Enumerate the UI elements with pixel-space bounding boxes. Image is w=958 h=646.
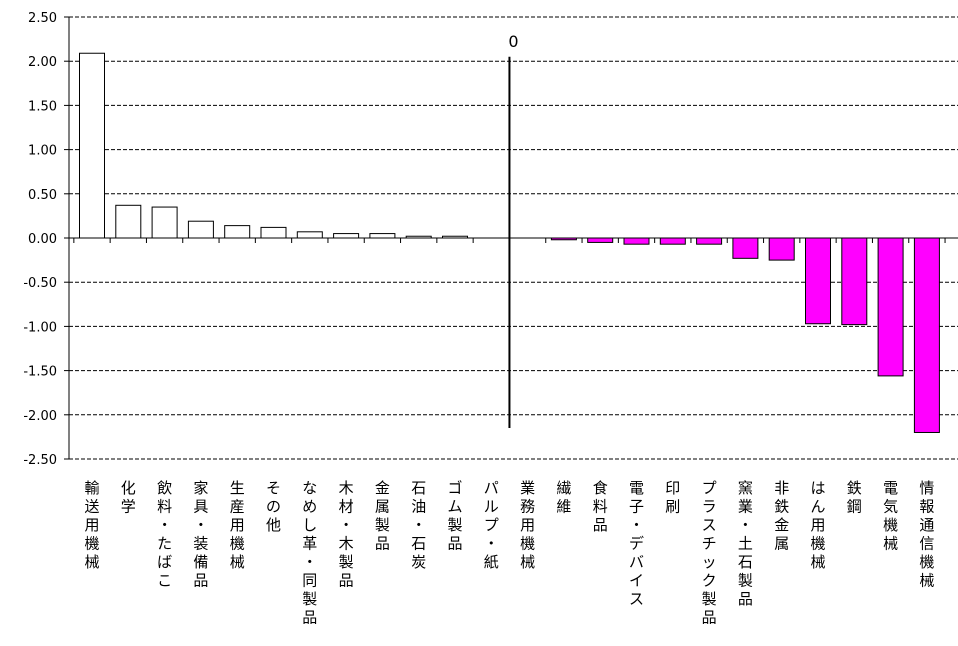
bar-20 <box>768 237 795 261</box>
zero-marker-label: 0 <box>508 32 518 51</box>
category-label-23: 電気機械 <box>883 479 898 553</box>
bar-9 <box>369 233 396 239</box>
y-tick-labels: 2.50 2.00 1.50 1.00 0.50 0.00 -0.50 -1.00 -1.50 -… <box>23 11 57 468</box>
y-tick-label: -1.50 <box>23 365 57 380</box>
bar-15 <box>587 237 614 243</box>
y-tick-label: 0.00 <box>28 232 57 247</box>
category-label-4: 家具・装備品 <box>193 479 208 590</box>
y-tick-label: 2.00 <box>28 55 57 70</box>
y-tick-label: -0.50 <box>23 276 57 291</box>
category-label-21: はん用機械 <box>810 479 825 571</box>
category-label-20: 非鉄金属 <box>774 479 789 553</box>
category-label-14: 繊維 <box>556 479 571 516</box>
bar-16 <box>623 237 650 245</box>
y-tick-label: 1.50 <box>28 99 57 114</box>
y-tick-label: -1.00 <box>23 320 57 335</box>
y-tick-label: -2.50 <box>23 453 57 468</box>
category-label-13: 業務用機械 <box>520 479 535 571</box>
y-tick-label: 0.50 <box>28 188 57 203</box>
axes <box>64 16 958 460</box>
bar-19 <box>732 237 759 259</box>
bar-17 <box>659 237 686 245</box>
category-label-10: 石油・石炭 <box>411 479 426 571</box>
category-label-22: 鉄鋼 <box>847 479 862 516</box>
bar-2 <box>115 204 142 239</box>
bar-6 <box>260 226 287 239</box>
category-label-17: 印刷 <box>665 479 680 516</box>
category-label-3: 飲料・たばこ <box>157 479 172 590</box>
bar-24 <box>913 237 940 433</box>
bar-7 <box>296 231 323 239</box>
category-label-18: プラスチック製品 <box>702 479 717 627</box>
category-label-15: 食料品 <box>593 479 608 534</box>
bar-18 <box>696 237 723 245</box>
category-label-1: 輸送用機械 <box>84 479 99 571</box>
bar-3 <box>151 206 178 239</box>
y-tick-label: 1.00 <box>28 144 57 159</box>
category-label-12: パルプ・紙 <box>484 479 499 571</box>
bar-5 <box>224 225 251 239</box>
bar-4 <box>187 220 214 239</box>
bar-22 <box>841 237 868 326</box>
bar-21 <box>805 237 831 325</box>
y-tick-label: 2.50 <box>28 11 57 26</box>
category-label-16: 電子・デバイス <box>629 479 644 608</box>
bar-23 <box>877 237 904 377</box>
category-label-11: ゴム製品 <box>447 479 462 553</box>
category-label-24: 情報通信機械 <box>919 479 934 590</box>
bar-8 <box>333 233 360 239</box>
category-label-8: 木材・木製品 <box>339 479 354 590</box>
category-label-9: 金属製品 <box>375 479 390 553</box>
category-labels: 輸送用機械 化学 飲料・たばこ 家具・装備品 生産用機械 その他 なめし革・同製品 木材・木製… <box>84 479 934 627</box>
gridlines <box>69 16 958 460</box>
category-label-5: 生産用機械 <box>230 479 245 571</box>
category-label-6: その他 <box>266 479 281 534</box>
bars <box>79 52 940 433</box>
bar-1 <box>79 52 105 239</box>
category-label-19: 窯業・土石製品 <box>738 479 753 608</box>
category-label-2: 化学 <box>121 479 136 516</box>
y-tick-label: -2.00 <box>23 409 57 424</box>
category-label-7: なめし革・同製品 <box>302 479 317 627</box>
zero-marker: 0 <box>508 32 519 429</box>
